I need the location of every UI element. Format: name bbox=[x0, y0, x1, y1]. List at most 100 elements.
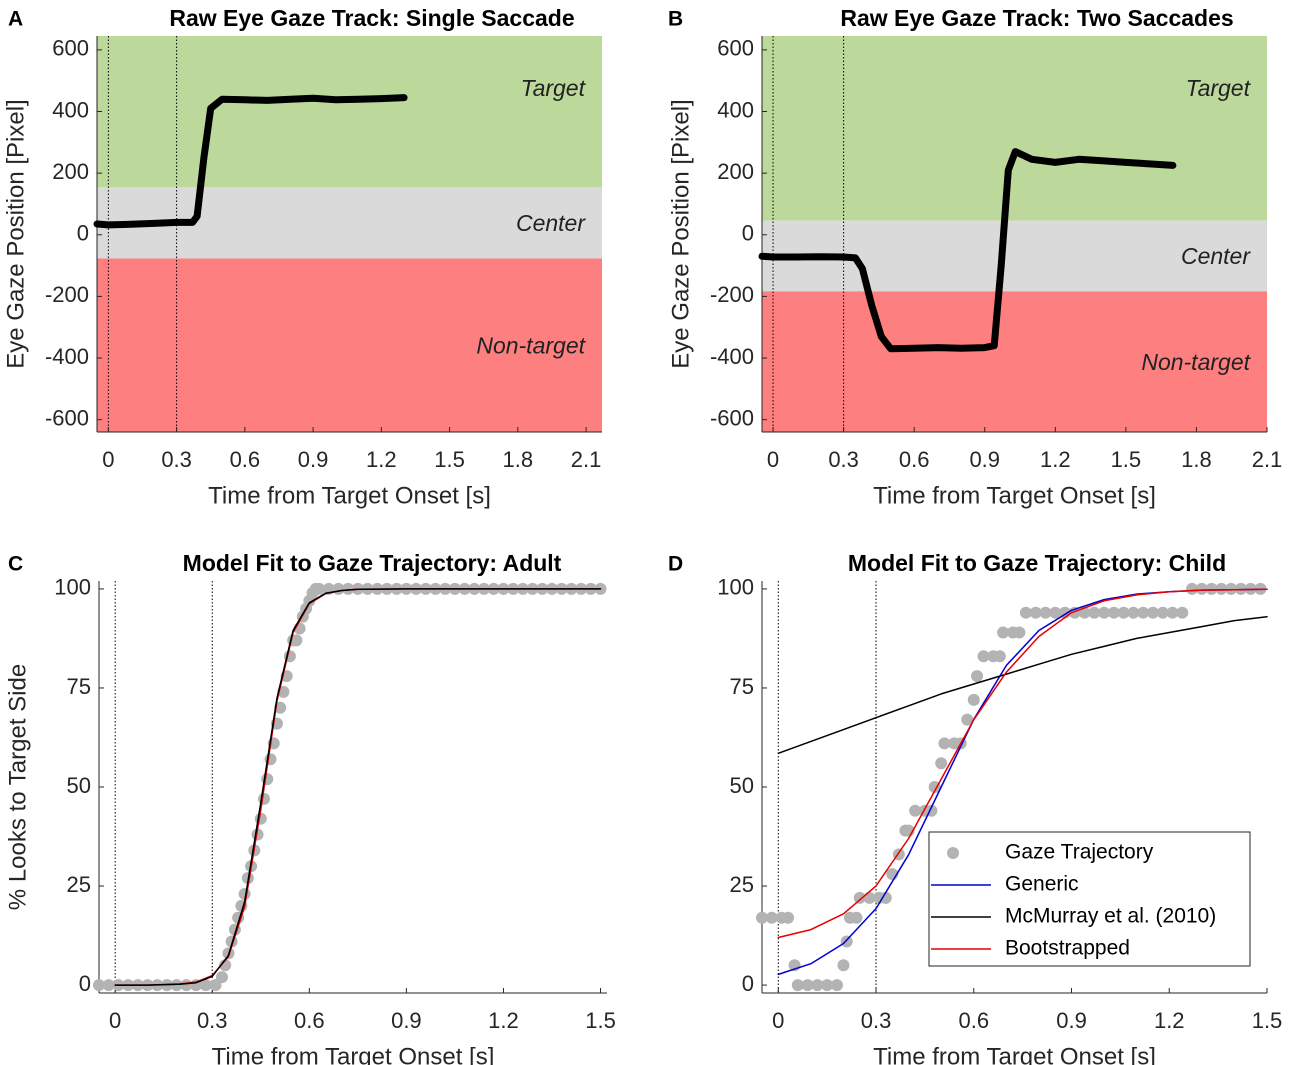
data-point bbox=[1049, 606, 1062, 619]
data-point bbox=[1019, 606, 1032, 619]
data-line bbox=[93, 94, 408, 229]
data-point bbox=[1029, 606, 1042, 619]
region-label: Target bbox=[1186, 75, 1252, 101]
panel-letter: B bbox=[668, 8, 683, 31]
data-point bbox=[290, 634, 303, 647]
data-point bbox=[209, 979, 222, 992]
x-tick-label: 0.6 bbox=[958, 1008, 989, 1033]
data-point bbox=[1146, 606, 1159, 619]
y-tick-label: 0 bbox=[742, 971, 754, 996]
x-tick-label: 0.3 bbox=[197, 1008, 228, 1033]
y-tick-label: -400 bbox=[710, 344, 754, 369]
y-tick-label: 400 bbox=[717, 97, 754, 122]
y-tick-label: 75 bbox=[67, 674, 91, 699]
chart-title: Raw Eye Gaze Track: Two Saccades bbox=[840, 5, 1233, 31]
data-point bbox=[215, 971, 228, 984]
data-line bbox=[777, 615, 1268, 755]
panel-letter: C bbox=[8, 553, 23, 576]
x-tick-label: 0.9 bbox=[298, 447, 329, 472]
data-point bbox=[1176, 606, 1189, 619]
x-tick-label: 1.5 bbox=[434, 447, 465, 472]
data-point bbox=[1137, 606, 1150, 619]
data-point bbox=[342, 582, 355, 595]
panel: D Model Fit to Gaze Trajectory: Child 0 25 5… bbox=[668, 550, 1282, 1065]
y-tick-label: 25 bbox=[730, 872, 754, 897]
x-tick-label: 1.2 bbox=[1154, 1008, 1185, 1033]
data-line bbox=[777, 588, 1268, 939]
x-tick-label: 1.2 bbox=[488, 1008, 519, 1033]
data-point bbox=[1098, 606, 1111, 619]
x-tick-label: 0.9 bbox=[1056, 1008, 1087, 1033]
data-point bbox=[840, 935, 853, 948]
y-tick-label: 600 bbox=[52, 36, 89, 61]
data-point bbox=[274, 701, 287, 714]
data-point bbox=[1166, 606, 1179, 619]
panel: A Raw Eye Gaze Track: Single Saccade Targe… bbox=[2, 5, 602, 509]
y-tick-label: 0 bbox=[79, 971, 91, 996]
y-tick-label: 200 bbox=[717, 159, 754, 184]
legend-label: Gaze Trajectory bbox=[1005, 841, 1154, 864]
region-label: Center bbox=[1181, 243, 1251, 269]
legend-label: Generic bbox=[1005, 873, 1079, 896]
x-axis-label: Time from Target Onset [s] bbox=[208, 482, 491, 509]
legend-marker bbox=[947, 847, 959, 859]
y-tick-label: -600 bbox=[710, 405, 754, 430]
data-point bbox=[258, 792, 271, 805]
data-point bbox=[1107, 606, 1120, 619]
x-tick-label: 1.5 bbox=[585, 1008, 616, 1033]
region bbox=[762, 291, 1267, 432]
region-label: Non-target bbox=[1141, 349, 1251, 375]
data-point bbox=[765, 911, 778, 924]
x-tick-label: 0.6 bbox=[899, 447, 930, 472]
data-line bbox=[114, 588, 602, 986]
y-tick-label: 100 bbox=[54, 575, 91, 600]
panel-letter: D bbox=[668, 553, 683, 576]
data-point bbox=[938, 737, 951, 750]
x-tick-label: 2.1 bbox=[571, 447, 602, 472]
y-axis-label: % Looks to Target Side bbox=[4, 664, 31, 910]
x-tick-label: 1.8 bbox=[503, 447, 534, 472]
y-axis-label: Eye Gaze Position [Pixel] bbox=[667, 99, 694, 368]
data-point bbox=[837, 959, 850, 972]
region-label: Non-target bbox=[476, 332, 586, 358]
data-point bbox=[1127, 606, 1140, 619]
y-tick-label: 50 bbox=[67, 773, 91, 798]
y-tick-label: -200 bbox=[45, 282, 89, 307]
x-tick-label: 0 bbox=[109, 1008, 121, 1033]
x-axis-label: Time from Target Onset [s] bbox=[212, 1043, 495, 1065]
chart-title: Model Fit to Gaze Trajectory: Child bbox=[848, 550, 1226, 576]
legend-label: McMurray et al. (2010) bbox=[1005, 905, 1216, 928]
x-tick-label: 0.6 bbox=[294, 1008, 325, 1033]
data-point bbox=[1088, 606, 1101, 619]
data-point bbox=[1215, 582, 1228, 595]
x-tick-label: 0.6 bbox=[230, 447, 261, 472]
region-label: Center bbox=[516, 210, 586, 236]
y-axis-label: Eye Gaze Position [Pixel] bbox=[2, 99, 29, 368]
x-tick-label: 1.5 bbox=[1252, 1008, 1283, 1033]
x-tick-label: 0 bbox=[772, 1008, 784, 1033]
data-point bbox=[801, 979, 814, 992]
legend-label: Bootstrapped bbox=[1005, 937, 1130, 960]
data-point bbox=[261, 773, 274, 786]
chart-title: Model Fit to Gaze Trajectory: Adult bbox=[183, 550, 562, 576]
x-tick-label: 0.3 bbox=[861, 1008, 892, 1033]
panel: B Raw Eye Gaze Track: Two Saccades Target C… bbox=[667, 5, 1282, 509]
region-label: Target bbox=[521, 75, 587, 101]
y-tick-label: 400 bbox=[52, 97, 89, 122]
data-point bbox=[961, 713, 974, 726]
data-point bbox=[853, 891, 866, 904]
data-point bbox=[1039, 606, 1052, 619]
region bbox=[762, 36, 1267, 221]
data-point bbox=[971, 670, 984, 683]
data-point bbox=[313, 582, 326, 595]
data-point bbox=[850, 911, 863, 924]
x-axis-label: Time from Target Onset [s] bbox=[873, 482, 1156, 509]
x-tick-label: 0.3 bbox=[161, 447, 192, 472]
y-tick-label: -200 bbox=[710, 282, 754, 307]
region bbox=[97, 258, 602, 432]
x-tick-label: 0.3 bbox=[828, 447, 859, 472]
data-point bbox=[821, 979, 834, 992]
data-point bbox=[254, 812, 267, 825]
data-point bbox=[879, 891, 892, 904]
